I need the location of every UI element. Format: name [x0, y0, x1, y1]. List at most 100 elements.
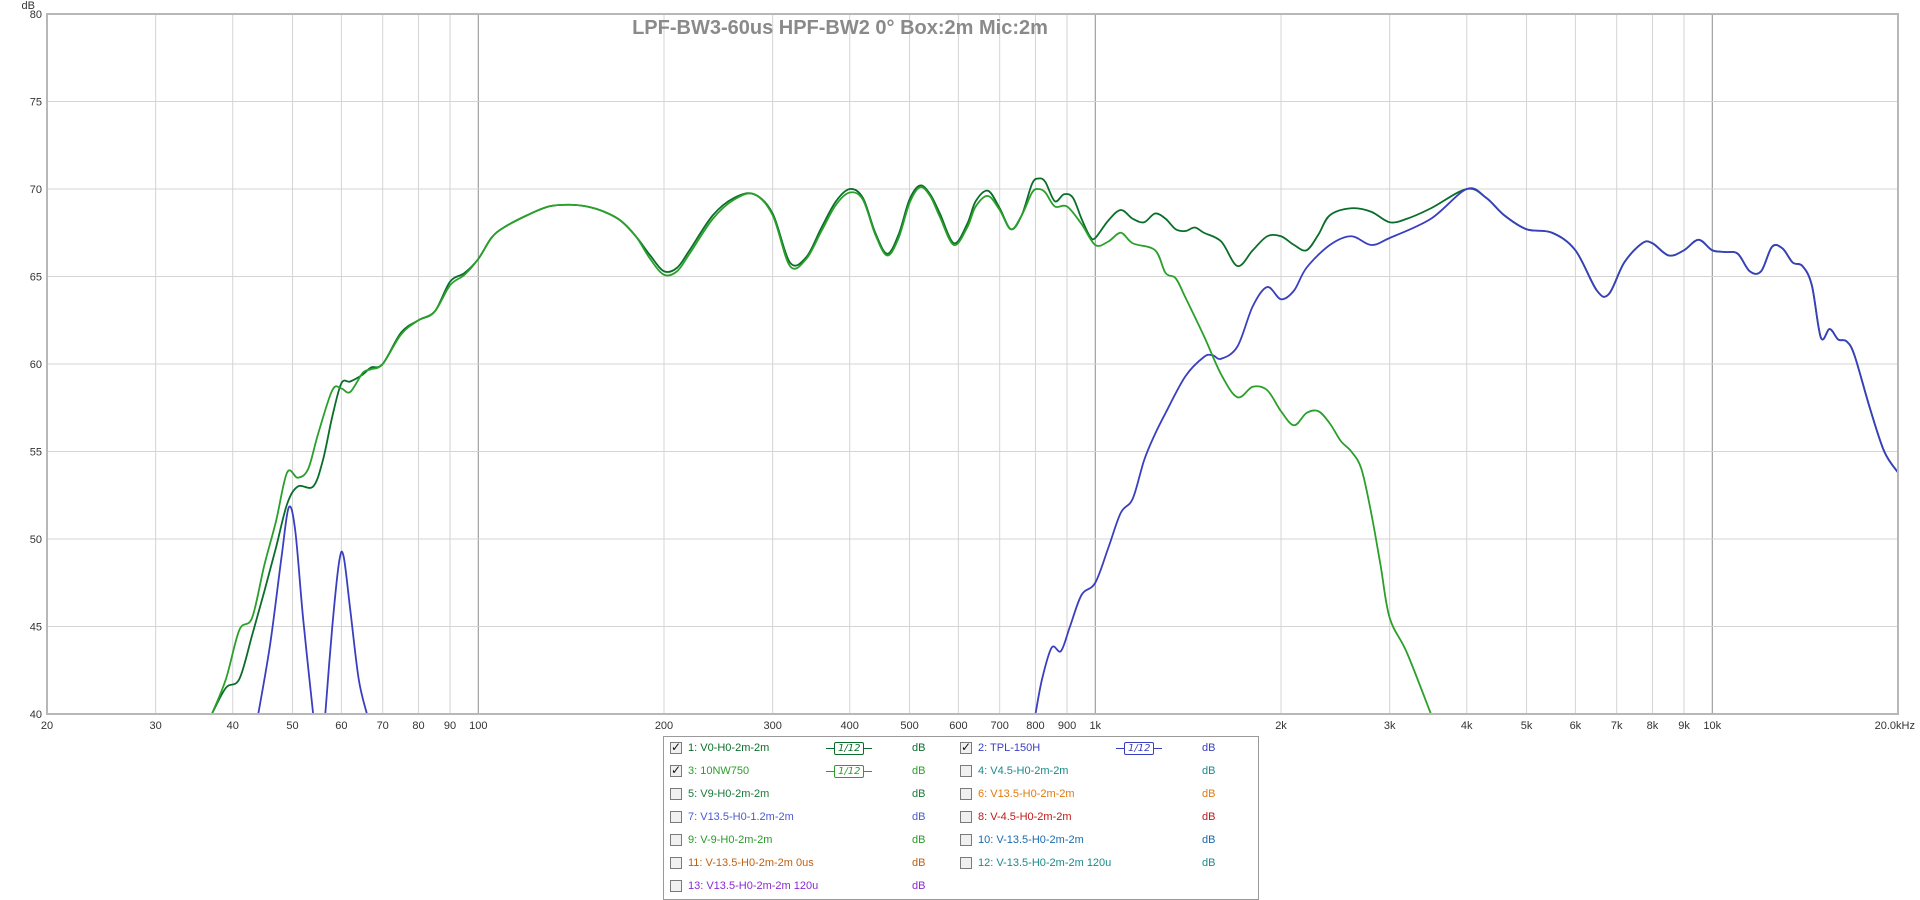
smoothing-icon[interactable]: 1/12 — [826, 764, 873, 778]
x-tick-label: 60 — [335, 720, 347, 732]
legend-item[interactable]: 13: V13.5-H0-2m-2m 120u — [670, 877, 818, 895]
legend-checkbox[interactable] — [670, 740, 682, 754]
legend-item[interactable]: 6: V13.5-H0-2m-2m — [960, 785, 1075, 803]
legend-checkbox[interactable] — [960, 788, 972, 800]
x-tick-label: 8k — [1647, 720, 1659, 732]
legend-checkbox[interactable] — [960, 765, 972, 777]
x-tick-label: 2k — [1275, 720, 1287, 732]
y-tick-label: 70 — [30, 184, 42, 196]
legend-checkbox[interactable] — [960, 857, 972, 869]
legend-label: 6: V13.5-H0-2m-2m — [978, 788, 1075, 800]
legend-item[interactable]: 11: V-13.5-H0-2m-2m 0us — [670, 854, 814, 872]
legend-item[interactable]: 8: V-4.5-H0-2m-2m — [960, 808, 1072, 826]
legend-item[interactable]: 9: V-9-H0-2m-2m — [670, 831, 772, 849]
y-axis-unit-label: dB — [22, 0, 35, 12]
legend-unit: dB — [912, 742, 926, 754]
x-tick-label: 20.0kHz — [1875, 720, 1915, 732]
legend-checkbox[interactable] — [670, 788, 682, 800]
x-tick-label: 800 — [1026, 720, 1044, 732]
legend-unit: dB — [912, 788, 926, 800]
y-tick-label: 55 — [30, 447, 42, 459]
legend-label: 12: V-13.5-H0-2m-2m 120u — [978, 857, 1112, 869]
legend-unit: dB — [912, 834, 926, 846]
legend-label: 7: V13.5-H0-1.2m-2m — [688, 811, 794, 823]
grid-lines — [47, 14, 1898, 714]
y-tick-label: 50 — [30, 534, 42, 546]
x-tick-label: 20 — [41, 720, 53, 732]
legend-item[interactable]: 10: V-13.5-H0-2m-2m — [960, 831, 1084, 849]
smoothing-icon[interactable]: 1/12 — [826, 741, 873, 755]
y-tick-label: 80 — [30, 9, 42, 21]
legend-unit: dB — [912, 765, 926, 777]
legend-checkbox[interactable] — [960, 740, 972, 754]
x-tick-label: 900 — [1058, 720, 1076, 732]
x-tick-label: 6k — [1570, 720, 1582, 732]
x-tick-label: 30 — [150, 720, 162, 732]
legend-item[interactable]: 3: 10NW750 — [670, 762, 749, 780]
tick-labels: 20 30 40 50 60 70 80 90 100 200 300 400 500 600 700 800… — [30, 9, 1915, 732]
x-tick-label: 40 — [227, 720, 239, 732]
plot-frame — [46, 13, 1899, 715]
legend-label: 4: V4.5-H0-2m-2m — [978, 765, 1069, 777]
y-tick-label: 45 — [30, 622, 42, 634]
x-tick-label: 600 — [949, 720, 967, 732]
legend-label: 9: V-9-H0-2m-2m — [688, 834, 773, 846]
legend-label: 2: TPL-150H — [978, 742, 1041, 754]
legend-checkbox[interactable] — [670, 834, 682, 846]
legend-unit: dB — [912, 857, 926, 869]
legend-item[interactable]: 12: V-13.5-H0-2m-2m 120u — [960, 854, 1111, 872]
series-line-3 — [211, 186, 1432, 714]
legend-label: 1: V0-H0-2m-2m — [688, 742, 770, 754]
legend-checkbox[interactable] — [670, 763, 682, 777]
x-tick-label: 3k — [1384, 720, 1396, 732]
legend-label: 13: V13.5-H0-2m-2m 120u — [688, 880, 819, 892]
x-tick-label: 700 — [991, 720, 1009, 732]
x-tick-label: 5k — [1521, 720, 1533, 732]
legend-unit: dB — [1202, 834, 1216, 846]
y-tick-label: 40 — [30, 709, 42, 721]
legend-item[interactable]: 1: V0-H0-2m-2m — [670, 739, 769, 757]
legend-panel: 1: V0-H0-2m-2m 1/12 dB 2: TPL-150H 1/12 dB 3: … — [663, 736, 1259, 900]
legend-item[interactable]: 7: V13.5-H0-1.2m-2m — [670, 808, 794, 826]
legend-checkbox[interactable] — [960, 834, 972, 846]
x-tick-label: 90 — [444, 720, 456, 732]
legend-unit: dB — [1202, 857, 1216, 869]
legend-item[interactable]: 4: V4.5-H0-2m-2m — [960, 762, 1068, 780]
legend-checkbox[interactable] — [670, 857, 682, 869]
legend-unit: dB — [912, 811, 926, 823]
legend-unit: dB — [912, 880, 926, 892]
legend-checkbox[interactable] — [670, 880, 682, 892]
series-line-2 — [324, 550, 368, 714]
legend-item[interactable]: 5: V9-H0-2m-2m — [670, 785, 769, 803]
legend-unit: dB — [1202, 765, 1216, 777]
x-tick-label: 50 — [286, 720, 298, 732]
x-tick-label: 80 — [412, 720, 424, 732]
legend-label: 5: V9-H0-2m-2m — [688, 788, 770, 800]
series-lines — [211, 177, 1898, 714]
series-line-2 — [1034, 187, 1898, 714]
legend-unit: dB — [1202, 811, 1216, 823]
x-tick-label: 7k — [1611, 720, 1623, 732]
legend-label: 11: V-13.5-H0-2m-2m 0us — [688, 857, 814, 869]
legend-checkbox[interactable] — [670, 811, 682, 823]
x-tick-label: 9k — [1678, 720, 1690, 732]
x-tick-label: 1k — [1089, 720, 1101, 732]
legend-unit: dB — [1202, 742, 1216, 754]
series-line-2 — [257, 505, 315, 714]
legend-label: 10: V-13.5-H0-2m-2m — [978, 834, 1084, 846]
series-line-1 — [211, 177, 1898, 714]
x-tick-label: 4k — [1461, 720, 1473, 732]
legend-label: 3: 10NW750 — [688, 765, 750, 777]
y-tick-label: 75 — [30, 97, 42, 109]
smoothing-icon[interactable]: 1/12 — [1116, 741, 1163, 755]
legend-label: 8: V-4.5-H0-2m-2m — [978, 811, 1072, 823]
x-tick-label: 300 — [763, 720, 781, 732]
legend-checkbox[interactable] — [960, 811, 972, 823]
legend-unit: dB — [1202, 788, 1216, 800]
chart-title: LPF-BW3-60us HPF-BW2 0° Box:2m Mic:2m — [632, 17, 1048, 39]
legend-item[interactable]: 2: TPL-150H — [960, 739, 1040, 757]
y-tick-label: 65 — [30, 272, 42, 284]
x-tick-label: 70 — [377, 720, 389, 732]
x-tick-label: 100 — [469, 720, 487, 732]
